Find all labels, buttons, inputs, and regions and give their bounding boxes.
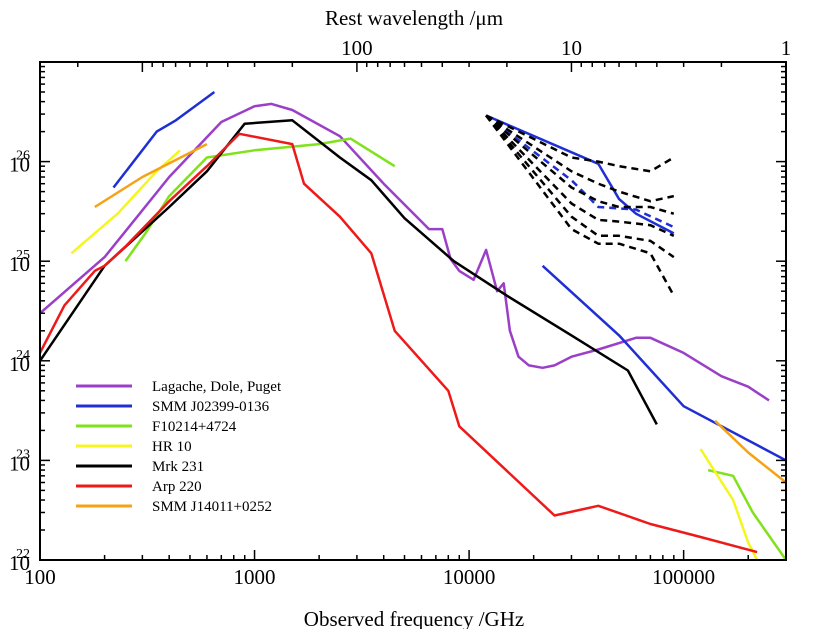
y-tick-label: 10	[9, 551, 30, 575]
y-tick-label: 10	[9, 451, 30, 475]
series-line-7	[40, 119, 658, 425]
series-line-15	[485, 114, 675, 215]
series-line-8	[40, 132, 758, 554]
series-line-3	[124, 137, 396, 262]
top-axis-title: Rest wavelength /μm	[325, 6, 503, 30]
series-line-16	[485, 114, 675, 237]
series-layer	[40, 90, 786, 560]
y-tick-label: 10	[9, 153, 30, 177]
legend-label: HR 10	[152, 439, 192, 455]
y-tick-exponent: 24	[16, 348, 30, 363]
y-tick-exponent: 23	[16, 447, 30, 462]
series-line-5	[70, 149, 181, 255]
series-line-1	[112, 90, 216, 189]
legend: Lagache, Dole, Puget SMM J02399-0136 F1021…	[76, 379, 282, 515]
top-tick-label: 100	[341, 36, 373, 60]
x-tick-label: 100	[24, 565, 56, 589]
series-line-12	[485, 114, 675, 229]
series-line-14	[485, 114, 675, 203]
series-line-0	[40, 102, 770, 402]
y-tick-label: 10	[9, 352, 30, 376]
y-tick-exponent: 25	[16, 248, 30, 263]
y-tick-exponent: 26	[16, 149, 30, 164]
legend-label: SMM J02399-0136	[152, 399, 270, 415]
series-line-11	[485, 114, 675, 235]
legend-label: Mrk 231	[152, 459, 204, 475]
series-line-13	[485, 114, 675, 173]
y-tick-exponent: 22	[16, 547, 30, 562]
legend-label: SMM J14011+0252	[152, 499, 272, 515]
plot-frame	[39, 61, 787, 561]
series-line-2	[541, 264, 786, 462]
legend-label: Arp 220	[152, 479, 202, 495]
legend-label: Lagache, Dole, Puget	[152, 379, 282, 395]
series-line-10	[714, 419, 786, 484]
bottom-axis-title: Observed frequency /GHz	[304, 607, 524, 629]
series-line-9	[94, 142, 208, 209]
x-tick-label: 10000	[443, 565, 496, 589]
series-line-18	[485, 114, 675, 297]
top-tick-label: 10	[561, 36, 582, 60]
x-tick-label: 1000	[234, 565, 276, 589]
top-tick-label: 1	[781, 36, 792, 60]
y-tick-label: 10	[9, 252, 30, 276]
x-tick-label: 100000	[652, 565, 715, 589]
legend-label: F10214+4724	[152, 419, 237, 435]
series-line-4	[707, 468, 786, 560]
series-line-17	[485, 114, 675, 259]
